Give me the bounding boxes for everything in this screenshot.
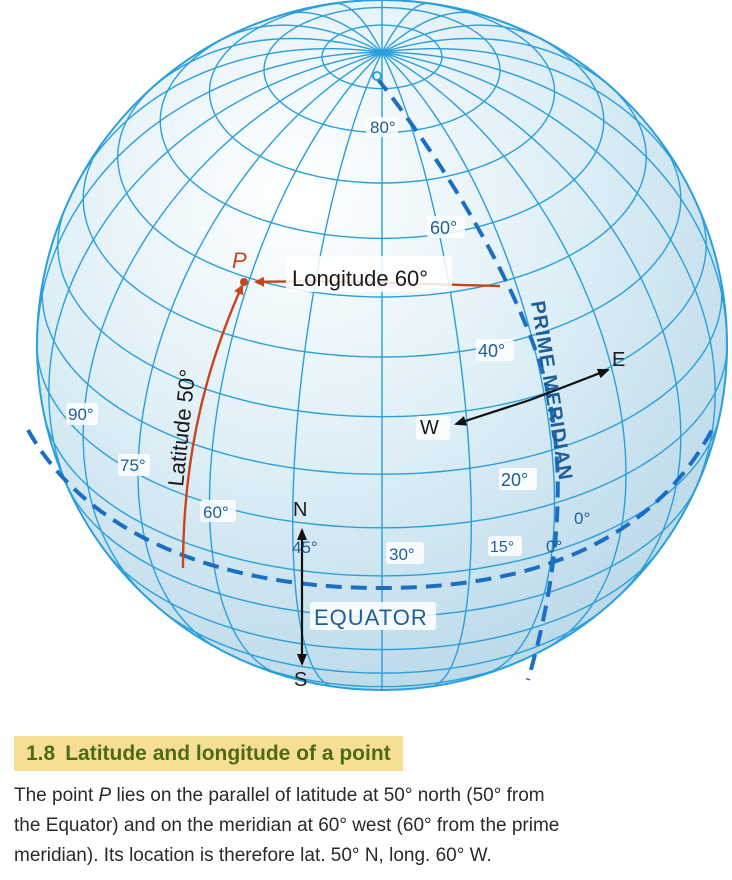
meridian-line <box>381 52 473 687</box>
lon-90-label: 90° <box>68 405 94 424</box>
meridian-line <box>285 11 383 53</box>
meridian-line <box>381 37 612 88</box>
caption-title: Latitude and longitude of a point <box>65 742 391 765</box>
globe-figure: 80° 60° 40° 20° 90° 75° 60° 45° 30° 15° … <box>26 0 728 691</box>
caption-line1-b: lies on the parallel of latitude at 50° … <box>111 785 545 806</box>
figure-caption: 1.8 Latitude and longitude of a point The… <box>14 736 724 871</box>
lat-60-label: 60° <box>430 218 457 238</box>
lat-20-label: 20° <box>501 470 528 490</box>
meridian-line <box>152 37 383 88</box>
north-pole-dot <box>372 71 382 81</box>
lon-60-label: 60° <box>203 503 229 522</box>
lon-75-label: 75° <box>120 456 146 475</box>
meridian-line <box>208 51 383 676</box>
west-arrow <box>454 398 531 426</box>
meridian-line <box>48 51 383 499</box>
longitude-label: Longitude 60° <box>292 266 428 291</box>
south-label: S <box>294 669 307 691</box>
meridian-line <box>137 51 383 650</box>
lat-80-label: 80° <box>370 118 396 137</box>
caption-title-box: 1.8 Latitude and longitude of a point <box>14 736 403 771</box>
meridian-line <box>381 24 540 54</box>
meridian-line <box>82 51 383 598</box>
lon-0-label: 0° <box>546 537 562 556</box>
caption-line3: meridian). Its location is therefore lat… <box>14 845 492 866</box>
lat-0-label: 0° <box>574 509 590 528</box>
meridian-line <box>291 52 383 687</box>
latitude-arrow <box>181 284 244 569</box>
meridian-line <box>224 24 383 54</box>
point-p-label: P <box>232 248 247 273</box>
caption-body: The point P lies on the parallel of lati… <box>14 781 724 871</box>
globe-outline <box>36 0 728 691</box>
east-arrow <box>529 368 610 402</box>
lat-40-label: 40° <box>478 341 505 361</box>
caption-number: 1.8 <box>26 742 56 765</box>
equator-line <box>26 429 714 591</box>
east-label: E <box>612 349 625 371</box>
meridian-line <box>381 51 727 346</box>
caption-line1-a: The point <box>14 785 99 806</box>
point-p-marker <box>240 278 248 286</box>
globe-diagram: 80° 60° 40° 20° 90° 75° 60° 45° 30° 15° … <box>26 0 728 691</box>
meridian-line <box>381 51 556 676</box>
meridian-line <box>381 11 479 53</box>
label-backgrounds <box>66 117 537 630</box>
meridian-line <box>381 51 627 650</box>
caption-line1-var: P <box>98 785 112 806</box>
lon-30-label: 30° <box>389 545 415 564</box>
lon-15-label: 15° <box>490 539 514 556</box>
caption-line2: the Equator) and on the meridian at 60° … <box>14 815 560 836</box>
meridian-line <box>381 51 682 598</box>
meridian-line <box>37 51 383 346</box>
prime-meridian-line <box>375 76 560 681</box>
north-label: N <box>293 499 307 521</box>
lon-45-label: 45° <box>292 538 318 557</box>
meridian-line <box>381 48 688 184</box>
meridian-line <box>381 51 716 499</box>
equator-label: EQUATOR <box>314 605 428 630</box>
meridian-line <box>381 2 430 53</box>
meridian-line <box>334 2 383 53</box>
west-label: W <box>420 417 439 439</box>
meridian-line <box>76 48 383 184</box>
